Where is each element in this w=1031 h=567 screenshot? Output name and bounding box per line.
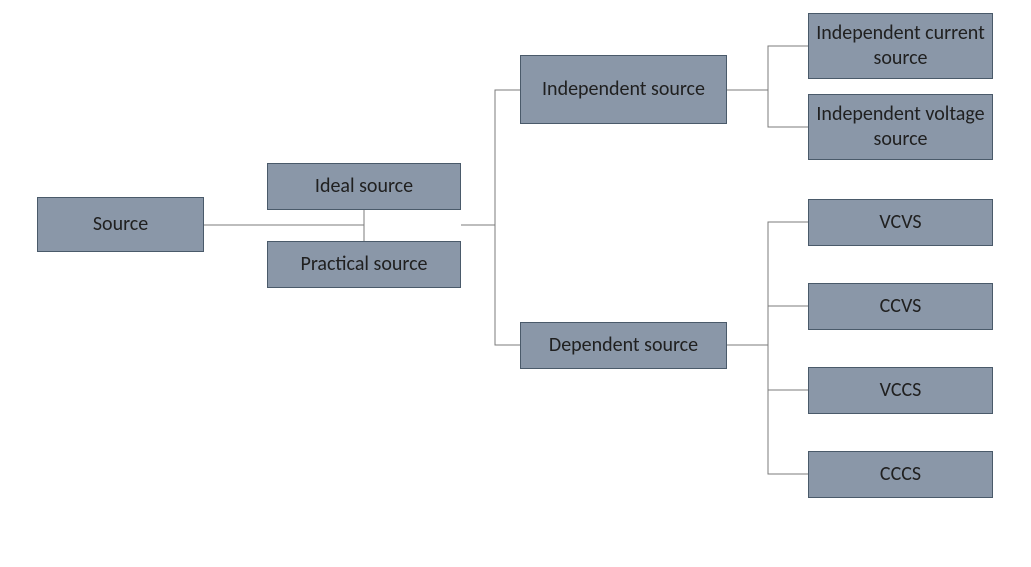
node-label: VCVS — [879, 210, 921, 235]
node-independent-voltage-source: Independent voltage source — [808, 94, 993, 160]
node-dependent-source: Dependent source — [520, 322, 727, 369]
node-independent-current-source: Independent current source — [808, 13, 993, 79]
node-ideal-source: Ideal source — [267, 163, 461, 210]
node-label: Independent source — [542, 77, 705, 102]
node-label: Practical source — [300, 252, 427, 277]
node-label: Ideal source — [315, 174, 413, 199]
node-label: VCCS — [880, 378, 922, 403]
node-cccs: CCCS — [808, 451, 993, 498]
node-label: Independent current source — [815, 21, 986, 71]
node-vccs: VCCS — [808, 367, 993, 414]
node-label: CCCS — [880, 462, 921, 487]
node-label: Dependent source — [549, 333, 698, 358]
node-vcvs: VCVS — [808, 199, 993, 246]
node-source: Source — [37, 197, 204, 252]
node-practical-source: Practical source — [267, 241, 461, 288]
node-label: CCVS — [880, 294, 922, 319]
source-classification-tree: Source Ideal source Practical source Ind… — [0, 0, 1031, 567]
node-label: Independent voltage source — [815, 102, 986, 152]
node-label: Source — [93, 212, 148, 237]
node-independent-source: Independent source — [520, 55, 727, 124]
node-ccvs: CCVS — [808, 283, 993, 330]
